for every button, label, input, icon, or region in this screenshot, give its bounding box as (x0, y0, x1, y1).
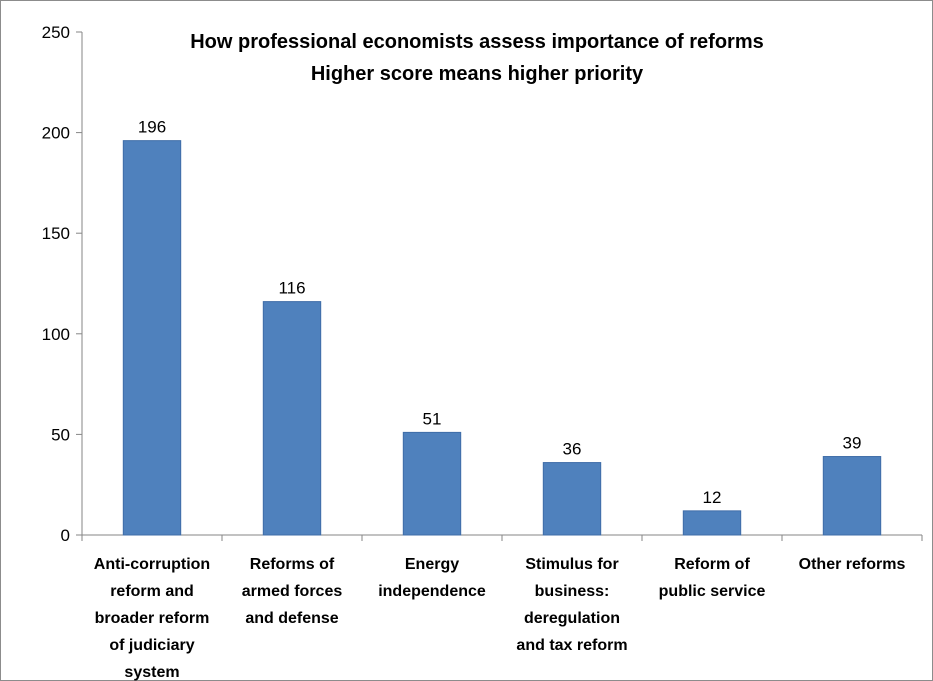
data-label: 36 (563, 440, 582, 459)
chart-title-line-1: How professional economists assess impor… (190, 31, 764, 53)
data-label: 196 (138, 118, 166, 137)
y-axis: 0 50 100 150 200 250 (42, 23, 83, 545)
category-label-line: Reforms of (250, 556, 335, 573)
category-label-line: reform and (110, 583, 194, 600)
category-label-line: deregulation (524, 610, 620, 627)
y-tick-label: 50 (51, 425, 70, 444)
data-label: 51 (423, 409, 442, 428)
y-tick-label: 150 (42, 224, 70, 243)
category-label-line: system (124, 664, 179, 681)
category-label-line: public service (659, 583, 766, 600)
data-label: 39 (843, 434, 862, 453)
category-label: Stimulus for business: deregulation and tax… (516, 556, 627, 654)
y-tick-label: 250 (42, 23, 70, 42)
category-label-line: independence (378, 583, 486, 600)
bar (822, 456, 882, 536)
category-label-line: business: (535, 583, 610, 600)
category-label: Energy independence (378, 556, 486, 600)
category-label-line: Other reforms (799, 556, 906, 573)
category-label-line: Anti-corruption (94, 556, 210, 573)
category-label: Reform of public service (659, 556, 766, 600)
chart-title: How professional economists assess impor… (190, 31, 764, 85)
bars (122, 140, 882, 536)
data-label: 116 (278, 279, 305, 298)
y-tick-label: 0 (61, 526, 70, 545)
bar (542, 462, 602, 536)
category-labels: Anti-corruption reform and broader reform o… (94, 556, 906, 681)
chart-title-line-2: Higher score means higher priority (311, 63, 644, 85)
data-labels: 196 116 51 36 12 39 (138, 118, 862, 507)
category-label-line: Energy (405, 556, 459, 573)
category-label-line: of judiciary (109, 637, 194, 654)
category-label-line: armed forces (242, 583, 343, 600)
y-tick-label: 100 (42, 325, 70, 344)
y-tick-label: 200 (42, 124, 70, 143)
category-label: Other reforms (799, 556, 906, 573)
category-label: Anti-corruption reform and broader reform o… (94, 556, 210, 681)
category-label-line: broader reform (95, 610, 210, 627)
x-axis (81, 534, 923, 541)
bar (402, 431, 462, 536)
data-label: 12 (703, 488, 722, 507)
category-label: Reforms of armed forces and defense (242, 556, 343, 627)
bar (682, 510, 742, 536)
category-label-line: Reform of (674, 556, 750, 573)
category-label-line: and tax reform (516, 637, 627, 654)
bar (262, 301, 322, 536)
category-label-line: and defense (245, 610, 338, 627)
bar (122, 140, 182, 536)
category-label-line: Stimulus for (525, 556, 618, 573)
